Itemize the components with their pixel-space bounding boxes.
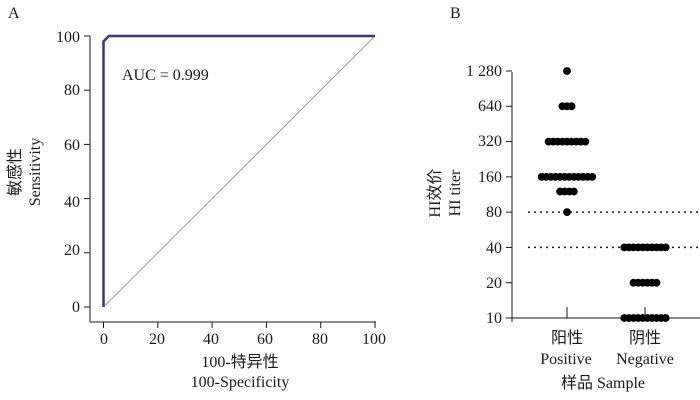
- panel-a-x-tick-label: 40: [203, 331, 219, 348]
- panel-b-dots: [537, 67, 670, 322]
- panel-a-label: A: [8, 5, 20, 22]
- panel-a-x-tick-label: 0: [100, 331, 108, 348]
- panel-b-y-tick-label: 1 280: [466, 63, 502, 80]
- panel-a-y-tick-label: 80: [64, 82, 80, 99]
- panel-a: A 0 20 40 60 80 100 0 20 40 60 80 100 AU…: [6, 5, 386, 391]
- panel-a-y-tick-label: 60: [64, 137, 80, 154]
- panel-b-y-title-en: HI titer: [447, 169, 464, 216]
- panel-b-y-tick-label: 80: [486, 204, 502, 221]
- panel-b-y-title-cn: HI效价: [426, 169, 444, 218]
- panel-a-y-title-cn: 敏感性: [6, 148, 24, 196]
- panel-a-x-tick-label: 80: [312, 331, 328, 348]
- panel-b-label: B: [450, 5, 461, 22]
- panel-b-y-tick-label: 20: [486, 275, 502, 292]
- panel-b-y-tick-labels: 10 20 40 80 160 320 640 1 280: [466, 63, 502, 327]
- panel-b-y-tick-label: 640: [478, 98, 502, 115]
- panel-a-x-title-cn: 100-特异性: [201, 353, 278, 371]
- panel-a-y-tick-label: 100: [56, 29, 80, 46]
- panel-b-data-point: [567, 102, 576, 111]
- panel-b-data-point: [652, 278, 661, 287]
- panel-a-x-tick-labels: 0 20 40 60 80 100: [100, 331, 386, 348]
- panel-b-x-title: 样品 Sample: [561, 374, 645, 392]
- panel-b-category-label-positive-en: Positive: [540, 351, 592, 368]
- panel-b-data-point: [570, 187, 578, 196]
- panel-a-x-tick-label: 100: [362, 331, 386, 348]
- panel-b-y-tick-label: 10: [486, 310, 502, 327]
- panel-b-y-tick-label: 320: [478, 133, 502, 150]
- panel-a-y-tick-label: 0: [72, 299, 80, 316]
- panel-b-data-point: [588, 173, 597, 181]
- panel-a-roc-curve: [102, 34, 375, 307]
- panel-b-category-label-positive-cn: 阳性: [551, 329, 583, 347]
- panel-b-ticks: [506, 70, 646, 319]
- panel-a-reference-line: [103, 35, 376, 308]
- panel-a-annotation: AUC = 0.999: [122, 67, 209, 84]
- panel-b-data-point: [661, 243, 670, 252]
- panel-a-y-title-en: Sensitivity: [27, 138, 44, 206]
- panel-b: B 10 20 40 80 160 320 640 1 280 阳性 Posit…: [426, 5, 700, 392]
- panel-b-category-labels: 阳性 Positive 阴性 Negative: [540, 329, 674, 368]
- panel-b-y-tick-label: 40: [486, 240, 502, 257]
- panel-a-y-tick-label: 40: [64, 194, 80, 211]
- panel-b-category-label-negative-cn: 阴性: [629, 329, 661, 347]
- panel-a-x-tick-label: 20: [149, 331, 165, 348]
- panel-a-y-tick-labels: 0 20 40 60 80 100: [56, 29, 80, 316]
- panel-b-data-point: [661, 314, 670, 322]
- panel-b-data-point: [581, 137, 590, 146]
- panel-b-category-label-negative-en: Negative: [616, 351, 674, 368]
- panel-a-ticks: [84, 35, 376, 328]
- panel-a-y-tick-label: 20: [64, 242, 80, 259]
- panel-b-data-point: [563, 67, 571, 75]
- panel-b-y-tick-label: 160: [478, 169, 502, 186]
- panel-a-x-tick-label: 60: [257, 331, 273, 348]
- panel-a-x-title-en: 100-Specificity: [191, 374, 290, 391]
- panel-b-data-point: [563, 208, 571, 217]
